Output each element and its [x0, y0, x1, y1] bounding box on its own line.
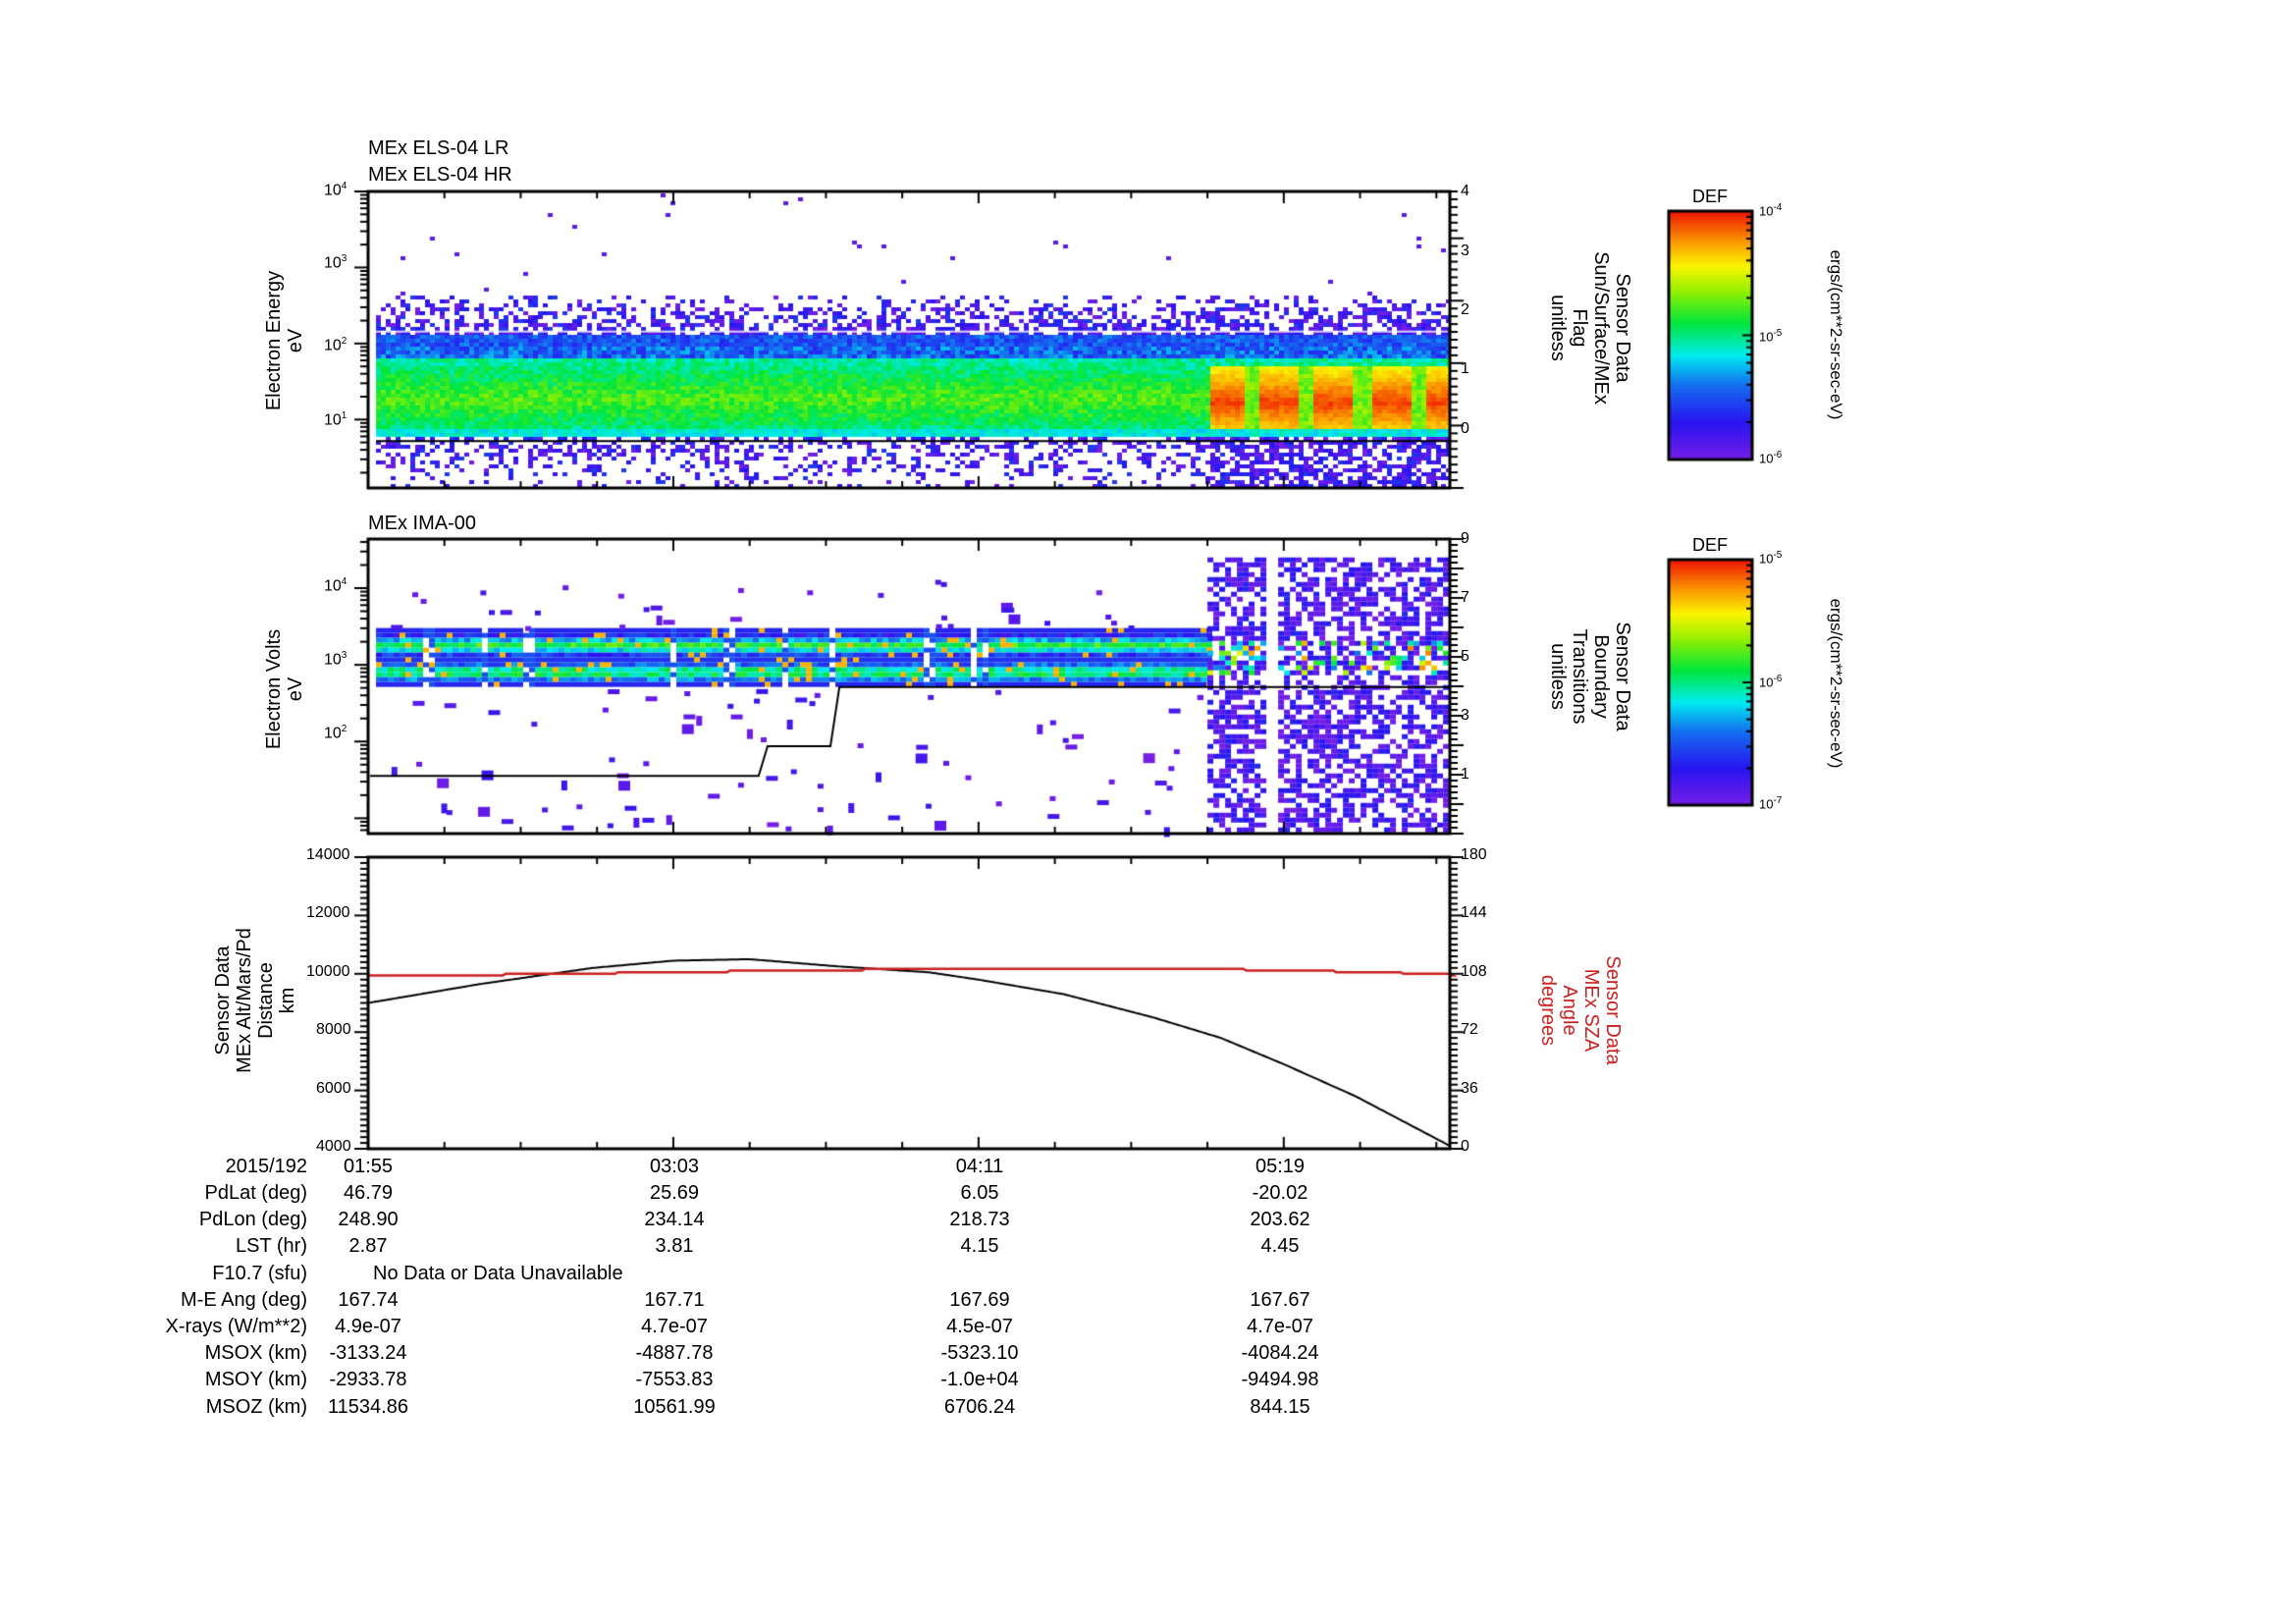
- orbit-ylabel: Sensor Data MEx Alt/Mars/Pd Distance km: [212, 928, 298, 1073]
- ephemeris-cell: -20.02: [1252, 1182, 1308, 1204]
- ephemeris-cell: 4.15: [960, 1235, 999, 1258]
- ephemeris-cell: 25.69: [649, 1182, 700, 1204]
- ima-rtick-1: 1: [1461, 766, 1469, 783]
- time-tick-2: 04:11: [955, 1156, 1004, 1177]
- ima-ytick-1e3: 103: [324, 650, 347, 669]
- panel-els-title-lr: MEx ELS-04 LR: [368, 137, 509, 159]
- ima-ytick-1e4: 104: [324, 576, 347, 595]
- ephemeris-row-label: MSOZ (km): [205, 1395, 307, 1418]
- els-ytick-1e1: 101: [324, 410, 347, 429]
- panel-els-title-hr: MEx ELS-04 HR: [368, 164, 512, 186]
- orbit-ytick-4000: 4000: [316, 1138, 351, 1155]
- ephemeris-cell: 167.71: [644, 1288, 705, 1311]
- ephemeris-cell: 3.81: [655, 1235, 694, 1258]
- colorbar-els-mid: 10-5: [1759, 328, 1783, 345]
- orbit-rtick-0: 0: [1461, 1138, 1469, 1155]
- ephemeris-cell: 6.05: [960, 1182, 999, 1204]
- els-ytick-1e2: 102: [324, 336, 347, 354]
- colorbar-ima-units: ergs/(cm**2-sr-sec-eV): [1827, 598, 1845, 769]
- colorbar-els-units: ergs/(cm**2-sr-sec-eV): [1827, 249, 1845, 420]
- ephemeris-cell: 167.67: [1250, 1288, 1310, 1311]
- ephemeris-cell: 4.7e-07: [1247, 1316, 1313, 1337]
- ephemeris-cell: 10561.99: [633, 1395, 716, 1418]
- ephemeris-cell: 167.69: [949, 1288, 1010, 1311]
- els-ylabel: Electron Energy eV: [263, 270, 306, 411]
- orbit-ytick-6000: 6000: [316, 1080, 351, 1097]
- ephemeris-cell: -5323.10: [940, 1342, 1019, 1365]
- time-tick-3: 05:19: [1255, 1156, 1306, 1177]
- orbit-ytick-10000: 10000: [306, 963, 350, 980]
- ephemeris-cell: 248.90: [338, 1209, 399, 1231]
- ima-rtick-7: 7: [1461, 589, 1469, 606]
- ephemeris-cell: 218.73: [949, 1209, 1010, 1231]
- ima-ytick-1e2: 102: [324, 724, 347, 742]
- els-ytick-1e4: 104: [324, 181, 347, 199]
- colorbar-ima-title: DEF: [1692, 535, 1728, 555]
- els-ytick-1e3: 103: [324, 253, 347, 272]
- ephemeris-cell: 4.9e-07: [335, 1316, 401, 1337]
- ephemeris-cell: -4887.78: [635, 1342, 714, 1365]
- ima-ylabel: Electron Volts eV: [263, 628, 306, 750]
- ephemeris-cell: 203.62: [1250, 1209, 1310, 1231]
- ephemeris-row-label: M-E Ang (deg): [181, 1288, 307, 1311]
- ephemeris-row-label: PdLon (deg): [198, 1209, 307, 1231]
- els-rtick-0: 0: [1461, 420, 1469, 437]
- ephemeris-cell: 4.7e-07: [641, 1316, 708, 1337]
- ephemeris-cell: -4084.24: [1241, 1342, 1319, 1365]
- colorbar-ima-mid: 10-6: [1759, 674, 1783, 690]
- ephemeris-cell: -2933.78: [329, 1369, 407, 1391]
- ima-rtick-3: 3: [1461, 707, 1469, 724]
- ephemeris-cell: 2.87: [348, 1235, 388, 1258]
- ephemeris-row-label: LST (hr): [236, 1235, 307, 1258]
- ephemeris-cell: -3133.24: [329, 1342, 407, 1365]
- colorbar-els-top: 10-4: [1759, 202, 1783, 219]
- ephemeris-row-label: X-rays (W/m**2): [165, 1316, 307, 1337]
- ephemeris-cell: 844.15: [1250, 1395, 1310, 1418]
- els-rtick-4: 4: [1461, 183, 1469, 199]
- ephemeris-row-label: MSOY (km): [204, 1369, 307, 1391]
- ephemeris-cell: -7553.83: [635, 1369, 714, 1391]
- colorbar-ima-top: 10-5: [1759, 550, 1783, 567]
- els-rtick-3: 3: [1461, 243, 1469, 259]
- ima-rtick-5: 5: [1461, 648, 1469, 665]
- ephemeris-row-label: F10.7 (sfu): [212, 1262, 307, 1284]
- ephemeris-cell: 4.5e-07: [946, 1316, 1013, 1337]
- date-label: 2015/192: [225, 1156, 307, 1177]
- ephemeris-cell: 234.14: [644, 1209, 705, 1231]
- panel-ima-title: MEx IMA-00: [368, 513, 477, 534]
- ephemeris-cell: 4.45: [1260, 1235, 1300, 1258]
- orbit-ytick-14000: 14000: [306, 846, 350, 863]
- ephemeris-cell: -1.0e+04: [940, 1369, 1019, 1391]
- orbit-rtick-144: 144: [1461, 904, 1487, 921]
- els-rtick-1: 1: [1461, 360, 1469, 377]
- colorbar-els-bottom: 10-6: [1759, 450, 1783, 466]
- orbit-ytick-8000: 8000: [316, 1021, 351, 1038]
- ephemeris-note: No Data or Data Unavailable: [373, 1262, 623, 1284]
- ima-right-label: Sensor Data Boundary Transitions unitles…: [1547, 622, 1633, 731]
- ephemeris-cell: 46.79: [343, 1182, 394, 1204]
- ephemeris-cell: 6706.24: [943, 1395, 1016, 1418]
- orbit-right-label: Sensor Data MEx SZA Angle degrees: [1537, 955, 1624, 1065]
- ephemeris-cell: -9494.98: [1241, 1369, 1319, 1391]
- ephemeris-row-label: MSOX (km): [204, 1342, 307, 1365]
- orbit-rtick-108: 108: [1461, 963, 1487, 980]
- colorbar-els-title: DEF: [1692, 187, 1728, 206]
- orbit-rtick-180: 180: [1461, 846, 1487, 863]
- orbit-ytick-12000: 12000: [306, 904, 350, 921]
- ephemeris-cell: 11534.86: [328, 1395, 408, 1418]
- ephemeris-cell: 167.74: [338, 1288, 399, 1311]
- colorbar-ima-bottom: 10-7: [1759, 795, 1783, 812]
- ephemeris-row-label: PdLat (deg): [204, 1182, 307, 1204]
- els-right-label: Sensor Data Sun/Surface/MEx Flag unitles…: [1547, 251, 1633, 405]
- time-tick-0: 01:55: [343, 1156, 394, 1177]
- orbit-rtick-36: 36: [1461, 1080, 1478, 1097]
- orbit-rtick-72: 72: [1461, 1021, 1478, 1038]
- time-tick-1: 03:03: [649, 1156, 700, 1177]
- els-rtick-2: 2: [1461, 301, 1469, 318]
- ima-rtick-9: 9: [1461, 530, 1469, 547]
